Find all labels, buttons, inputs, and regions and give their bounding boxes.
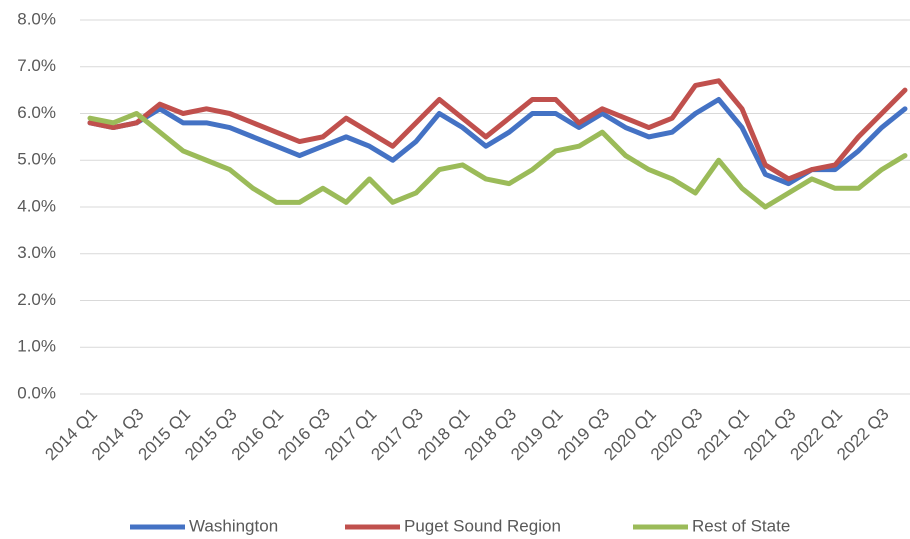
legend-label: Washington xyxy=(189,516,278,535)
y-tick-label: 5.0% xyxy=(17,150,56,169)
series-line xyxy=(87,96,908,187)
y-tick-label: 8.0% xyxy=(17,9,56,28)
y-tick-label: 2.0% xyxy=(17,290,56,309)
y-tick-label: 7.0% xyxy=(17,56,56,75)
legend-label: Rest of State xyxy=(692,516,790,535)
series-line xyxy=(87,78,908,182)
y-tick-label: 1.0% xyxy=(17,337,56,356)
series-line xyxy=(87,111,908,210)
y-tick-label: 0.0% xyxy=(17,383,56,402)
y-tick-label: 3.0% xyxy=(17,243,56,262)
legend-label: Puget Sound Region xyxy=(404,516,561,535)
y-tick-label: 6.0% xyxy=(17,103,56,122)
y-tick-label: 4.0% xyxy=(17,196,56,215)
x-tick-label: 2022 Q3 xyxy=(833,405,893,465)
